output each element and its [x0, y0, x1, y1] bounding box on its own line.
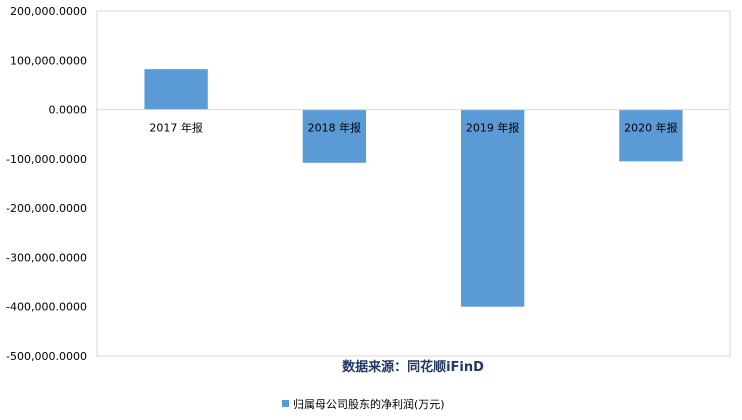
- bar: [302, 109, 367, 163]
- bar: [460, 109, 525, 307]
- plot-area: [96, 10, 731, 357]
- y-tick-label: -100,000.0000: [6, 153, 87, 166]
- legend: 归属母公司股东的净利润(万元): [282, 397, 445, 411]
- category-labels: 2017 年报 2018 年报 2019 年报 2020 年报: [149, 121, 677, 135]
- y-tick-label: -500,000.0000: [6, 350, 87, 363]
- category-label: 2020 年报: [624, 121, 678, 135]
- bar: [619, 109, 683, 162]
- y-axis-ticks: 200,000.0000 100,000.0000 0.0000 -100,000.0…: [6, 5, 87, 363]
- source-note: 数据来源：同花顺iFinD: [342, 359, 484, 375]
- category-label: 2018 年报: [308, 121, 362, 135]
- y-tick-label: 100,000.0000: [10, 54, 87, 67]
- y-tick-label: 0.0000: [49, 104, 88, 117]
- y-tick-label: -400,000.0000: [6, 301, 87, 314]
- legend-swatch: [282, 400, 289, 407]
- bar: [144, 69, 208, 110]
- category-label: 2019 年报: [466, 121, 520, 135]
- y-tick-label: -200,000.0000: [6, 202, 87, 215]
- category-label: 2017 年报: [149, 121, 203, 135]
- bars: [144, 69, 683, 307]
- legend-label: 归属母公司股东的净利润(万元): [293, 397, 445, 411]
- y-tick-label: -300,000.0000: [6, 251, 87, 264]
- y-tick-label: 200,000.0000: [10, 5, 87, 18]
